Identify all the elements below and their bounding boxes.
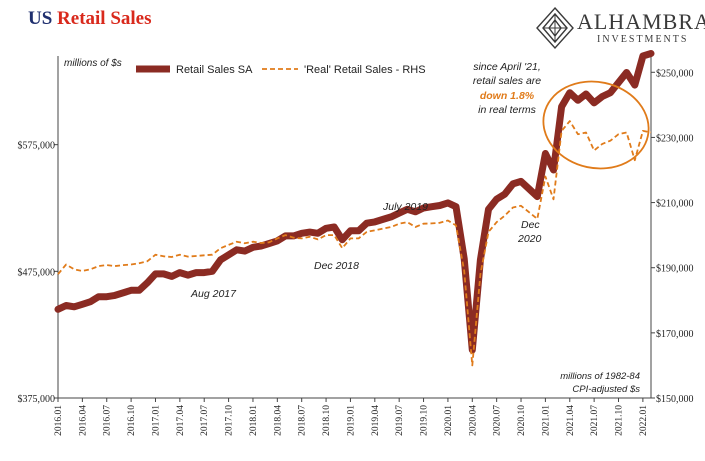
logo-subtitle: INVESTMENTS <box>597 34 689 45</box>
series-line-retail-sales <box>54 50 655 354</box>
callout-line3: down 1.8% <box>480 90 535 102</box>
left-axis-ticks: $375,000 $475,000 $575,000 <box>18 141 58 405</box>
right-tick-label: $150,000 <box>656 394 694 405</box>
x-axis-ticks: 2016.01 2016.04 2016.07 2016.10 2017.01 2017.… <box>54 398 649 436</box>
alhambra-diamond-icon <box>536 6 574 50</box>
x-tick-label: 2017.04 <box>176 405 186 436</box>
x-tick-label: 2021.07 <box>590 405 600 436</box>
right-tick-label: $190,000 <box>656 264 694 275</box>
x-tick-label: 2020.04 <box>468 405 478 436</box>
callout-line1: since April '21, <box>473 61 541 73</box>
x-tick-label: 2021.01 <box>541 405 551 436</box>
right-axis-ticks: $150,000 $170,000 $190,000 $210,000 $230,000… <box>651 68 694 405</box>
right-tick-label: $170,000 <box>656 329 694 340</box>
left-axis-label: millions of $s <box>64 58 122 69</box>
left-tick-label: $575,000 <box>18 141 56 152</box>
x-tick-label: 2018.04 <box>273 405 283 436</box>
x-tick-label: 2018.10 <box>322 405 332 436</box>
annotation-aug-2017: Aug 2017 <box>190 288 237 300</box>
x-tick-label: 2016.04 <box>78 405 88 436</box>
x-tick-label: 2021.10 <box>615 405 625 436</box>
callout-line4: in real terms <box>478 104 537 116</box>
x-tick-label: 2016.10 <box>127 405 137 436</box>
logo-name: ALHAMBRA <box>577 9 705 34</box>
x-tick-label: 2016.01 <box>54 405 64 436</box>
left-tick-label: $475,000 <box>18 267 56 278</box>
x-tick-label: 2021.04 <box>566 405 576 436</box>
title-part2: Retail Sales <box>57 8 152 29</box>
x-tick-label: 2017.10 <box>225 405 235 436</box>
right-axis-label-line1: millions of 1982-84 <box>560 371 640 382</box>
x-tick-label: 2017.07 <box>200 405 210 436</box>
right-axis-label: millions of 1982-84 CPI-adjusted $s <box>560 371 640 395</box>
right-tick-label: $210,000 <box>656 199 694 210</box>
x-tick-label: 2020.01 <box>444 405 454 436</box>
x-tick-label: 2022.01 <box>639 405 649 436</box>
x-tick-label: 2019.01 <box>346 405 356 436</box>
series-line-real-retail-sales <box>57 120 652 367</box>
title-part1: US <box>28 8 53 29</box>
x-tick-label: 2017.01 <box>151 405 161 436</box>
x-tick-label: 2016.07 <box>103 405 113 436</box>
left-tick-label: $375,000 <box>18 394 56 405</box>
x-tick-label: 2020.10 <box>517 405 527 436</box>
legend: Retail Sales SA 'Real' Retail Sales - RH… <box>136 64 426 76</box>
callout-line2: retail sales are <box>473 75 541 87</box>
right-tick-label: $230,000 <box>656 133 694 144</box>
chart-title: US Retail Sales <box>28 8 152 30</box>
annotation-july-2019: July 2019 <box>382 201 428 213</box>
plot-frame <box>57 56 652 399</box>
annotation-dec-2018: Dec 2018 <box>314 260 359 272</box>
annotation-2020: 2020 <box>517 233 542 245</box>
right-axis-label-line2: CPI-adjusted $s <box>572 384 640 395</box>
x-tick-label: 2019.10 <box>420 405 430 436</box>
legend-label-real: 'Real' Retail Sales - RHS <box>304 64 426 76</box>
x-tick-label: 2019.04 <box>371 405 381 436</box>
callout-ellipse <box>542 80 650 170</box>
x-tick-label: 2018.07 <box>298 405 308 436</box>
x-tick-label: 2019.07 <box>395 405 405 436</box>
legend-label-retail: Retail Sales SA <box>176 64 253 76</box>
x-tick-label: 2018.01 <box>249 405 259 436</box>
callout: since April '21, retail sales are down 1… <box>473 61 541 116</box>
x-tick-label: 2020.07 <box>493 405 503 436</box>
right-tick-label: $250,000 <box>656 68 694 79</box>
alhambra-logo: ALHAMBRA INVESTMENTS <box>535 6 705 50</box>
series-layer <box>54 50 655 367</box>
annotation-dec: Dec <box>521 219 540 231</box>
annotations: Aug 2017 Dec 2018 July 2019 Dec 2020 <box>190 201 542 300</box>
